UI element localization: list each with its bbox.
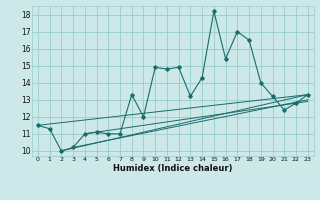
X-axis label: Humidex (Indice chaleur): Humidex (Indice chaleur) <box>113 164 233 173</box>
